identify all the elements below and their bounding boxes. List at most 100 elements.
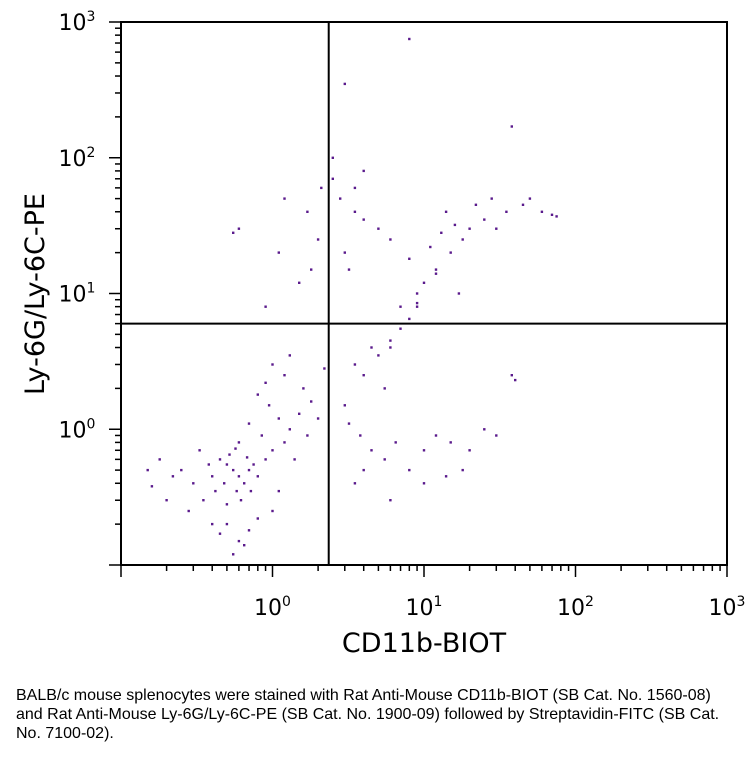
data-point — [237, 475, 241, 478]
data-point — [211, 475, 214, 478]
data-point — [408, 317, 411, 321]
data-point — [243, 544, 246, 547]
data-point — [158, 458, 161, 461]
data-point — [277, 417, 280, 420]
data-point — [310, 268, 313, 271]
data-point — [187, 509, 190, 513]
data-point — [453, 223, 457, 227]
y-tick-label: 102 — [59, 145, 96, 172]
data-point — [353, 363, 357, 366]
flow-cytometry-plot: 100 101 102 103 100 101 102 103 CD11b-BIOT Ly-… — [20, 9, 746, 659]
data-point — [468, 449, 471, 452]
data-point — [256, 393, 259, 396]
data-point — [150, 485, 154, 488]
data-point — [362, 374, 365, 377]
data-point — [377, 227, 380, 230]
data-point — [389, 499, 392, 502]
figure-caption: BALB/c mouse splenocytes were stained wi… — [16, 687, 720, 742]
data-point — [225, 503, 229, 506]
data-point — [343, 82, 346, 86]
data-points — [146, 37, 558, 556]
data-point — [264, 458, 267, 461]
data-point — [370, 449, 373, 452]
data-point — [415, 292, 419, 295]
y-axis-title: Ly-6G/Ly-6C-PE — [20, 193, 51, 395]
x-tick-label: 100 — [254, 594, 291, 621]
data-point — [247, 468, 251, 472]
data-point — [370, 346, 373, 349]
data-point — [415, 305, 419, 308]
data-point — [331, 156, 334, 159]
data-point — [283, 374, 286, 377]
data-point — [399, 305, 402, 308]
data-point — [422, 482, 426, 485]
data-point — [252, 463, 255, 466]
data-point — [247, 529, 251, 532]
data-point — [271, 509, 274, 513]
data-point — [408, 257, 411, 260]
data-point — [293, 458, 296, 461]
data-point — [434, 268, 438, 271]
data-point — [394, 441, 397, 444]
data-point — [449, 441, 452, 444]
data-point — [306, 210, 309, 213]
data-point — [228, 453, 231, 456]
data-point — [288, 354, 291, 357]
data-point — [347, 268, 351, 271]
data-point — [347, 422, 351, 425]
data-point — [362, 468, 365, 472]
data-point — [510, 374, 513, 377]
data-point — [362, 218, 365, 221]
data-point — [256, 517, 259, 520]
data-point — [550, 213, 554, 216]
data-point — [202, 499, 205, 502]
data-point — [377, 354, 380, 357]
data-point — [434, 272, 438, 275]
data-point — [225, 522, 229, 526]
data-point — [225, 463, 229, 466]
data-point — [316, 417, 320, 420]
x-tick-label: 101 — [406, 594, 443, 621]
data-point — [283, 441, 286, 444]
data-point — [198, 449, 201, 452]
data-point — [146, 468, 149, 472]
data-point — [223, 482, 226, 485]
data-point — [415, 301, 419, 305]
data-point — [207, 463, 210, 466]
data-point — [298, 412, 301, 415]
data-point — [264, 381, 267, 384]
data-point — [260, 434, 263, 437]
data-point — [408, 37, 411, 41]
data-point — [232, 468, 235, 472]
data-point — [383, 458, 386, 461]
data-point — [540, 210, 544, 213]
data-point — [171, 475, 175, 478]
data-point — [353, 186, 357, 190]
x-tick-label: 103 — [709, 594, 746, 621]
data-point — [234, 447, 237, 450]
data-point — [211, 522, 214, 526]
data-point — [243, 482, 246, 485]
data-point — [555, 215, 558, 218]
data-point — [306, 434, 309, 437]
data-point — [422, 449, 426, 452]
data-point — [214, 489, 217, 493]
data-point — [165, 499, 168, 502]
y-tick-label: 101 — [59, 281, 96, 308]
data-point — [389, 238, 392, 241]
data-point — [495, 434, 498, 437]
data-point — [408, 468, 411, 472]
data-point — [440, 231, 443, 234]
data-point — [310, 400, 313, 403]
data-point — [490, 197, 493, 200]
data-point — [339, 197, 342, 200]
data-point — [343, 404, 346, 407]
data-point — [245, 456, 249, 459]
data-point — [298, 281, 301, 284]
data-point — [277, 489, 280, 493]
data-point — [510, 125, 513, 128]
data-point — [353, 482, 357, 485]
data-point — [180, 468, 183, 472]
data-point — [302, 387, 305, 390]
data-point — [316, 238, 320, 241]
